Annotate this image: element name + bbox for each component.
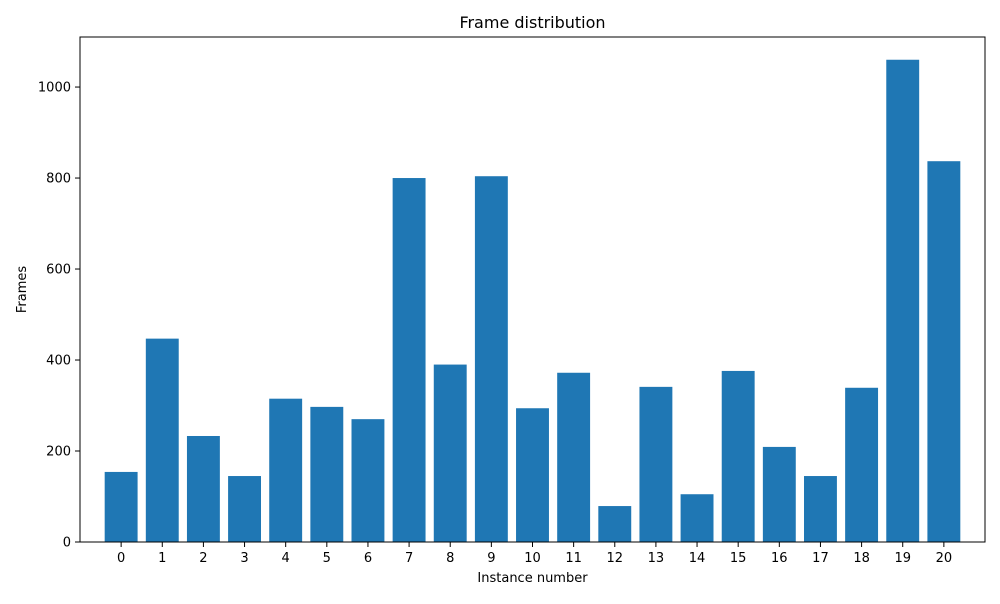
bar-4	[269, 398, 303, 542]
bar-9	[474, 176, 508, 542]
y-axis: 0 200 400 600 800 1000	[38, 81, 80, 551]
x-tick-label: 10	[524, 551, 541, 566]
bars-layer	[104, 59, 961, 543]
bar-15	[721, 370, 755, 542]
x-tick-label: 4	[282, 551, 290, 566]
bar-11	[557, 372, 591, 542]
x-tick-label: 9	[487, 551, 495, 566]
y-tick-label: 1000	[38, 81, 71, 96]
x-tick-label: 3	[240, 551, 248, 566]
plot-frame	[79, 36, 986, 543]
bar-18	[845, 387, 879, 542]
bar-19	[886, 59, 920, 543]
bar-16	[762, 446, 796, 542]
x-tick-label: 7	[405, 551, 413, 566]
bar-14	[680, 494, 714, 542]
bar-20	[927, 161, 961, 542]
y-tick-label: 800	[46, 172, 71, 187]
x-tick-label: 16	[771, 551, 788, 566]
x-tick-label: 18	[853, 551, 870, 566]
bar-1	[145, 338, 179, 542]
x-tick-label: 12	[606, 551, 623, 566]
chart-title: Frame distribution	[459, 13, 605, 32]
bar-13	[639, 386, 673, 542]
y-tick-label: 0	[63, 536, 71, 551]
bar-17	[804, 476, 837, 542]
y-tick-label: 400	[46, 354, 71, 369]
y-tick-label: 600	[46, 263, 71, 278]
x-axis: 0 1 2 3 4 5 6 7 8 9 10 11 12 13 14 15 16 17 18 19 20	[117, 542, 952, 566]
x-tick-label: 8	[446, 551, 454, 566]
x-tick-label: 2	[199, 551, 207, 566]
bar-2	[186, 435, 220, 542]
bar-10	[516, 408, 549, 542]
bar-7	[392, 178, 426, 542]
bar-5	[310, 406, 344, 542]
x-axis-label: Instance number	[477, 571, 588, 586]
y-tick-label: 200	[46, 445, 71, 460]
x-tick-label: 5	[323, 551, 331, 566]
bar-8	[433, 364, 467, 542]
x-tick-label: 14	[689, 551, 706, 566]
x-tick-label: 1	[158, 551, 166, 566]
bar-12	[598, 506, 632, 542]
x-tick-label: 0	[117, 551, 125, 566]
x-tick-label: 19	[894, 551, 911, 566]
x-tick-label: 20	[936, 551, 953, 566]
x-tick-label: 15	[730, 551, 747, 566]
x-tick-label: 17	[812, 551, 829, 566]
x-tick-label: 11	[565, 551, 582, 566]
bar-6	[351, 419, 385, 542]
bar-3	[228, 476, 261, 542]
x-tick-label: 6	[364, 551, 372, 566]
x-tick-label: 13	[648, 551, 665, 566]
y-axis-label: Frames	[15, 266, 30, 314]
bar-0	[104, 471, 138, 542]
